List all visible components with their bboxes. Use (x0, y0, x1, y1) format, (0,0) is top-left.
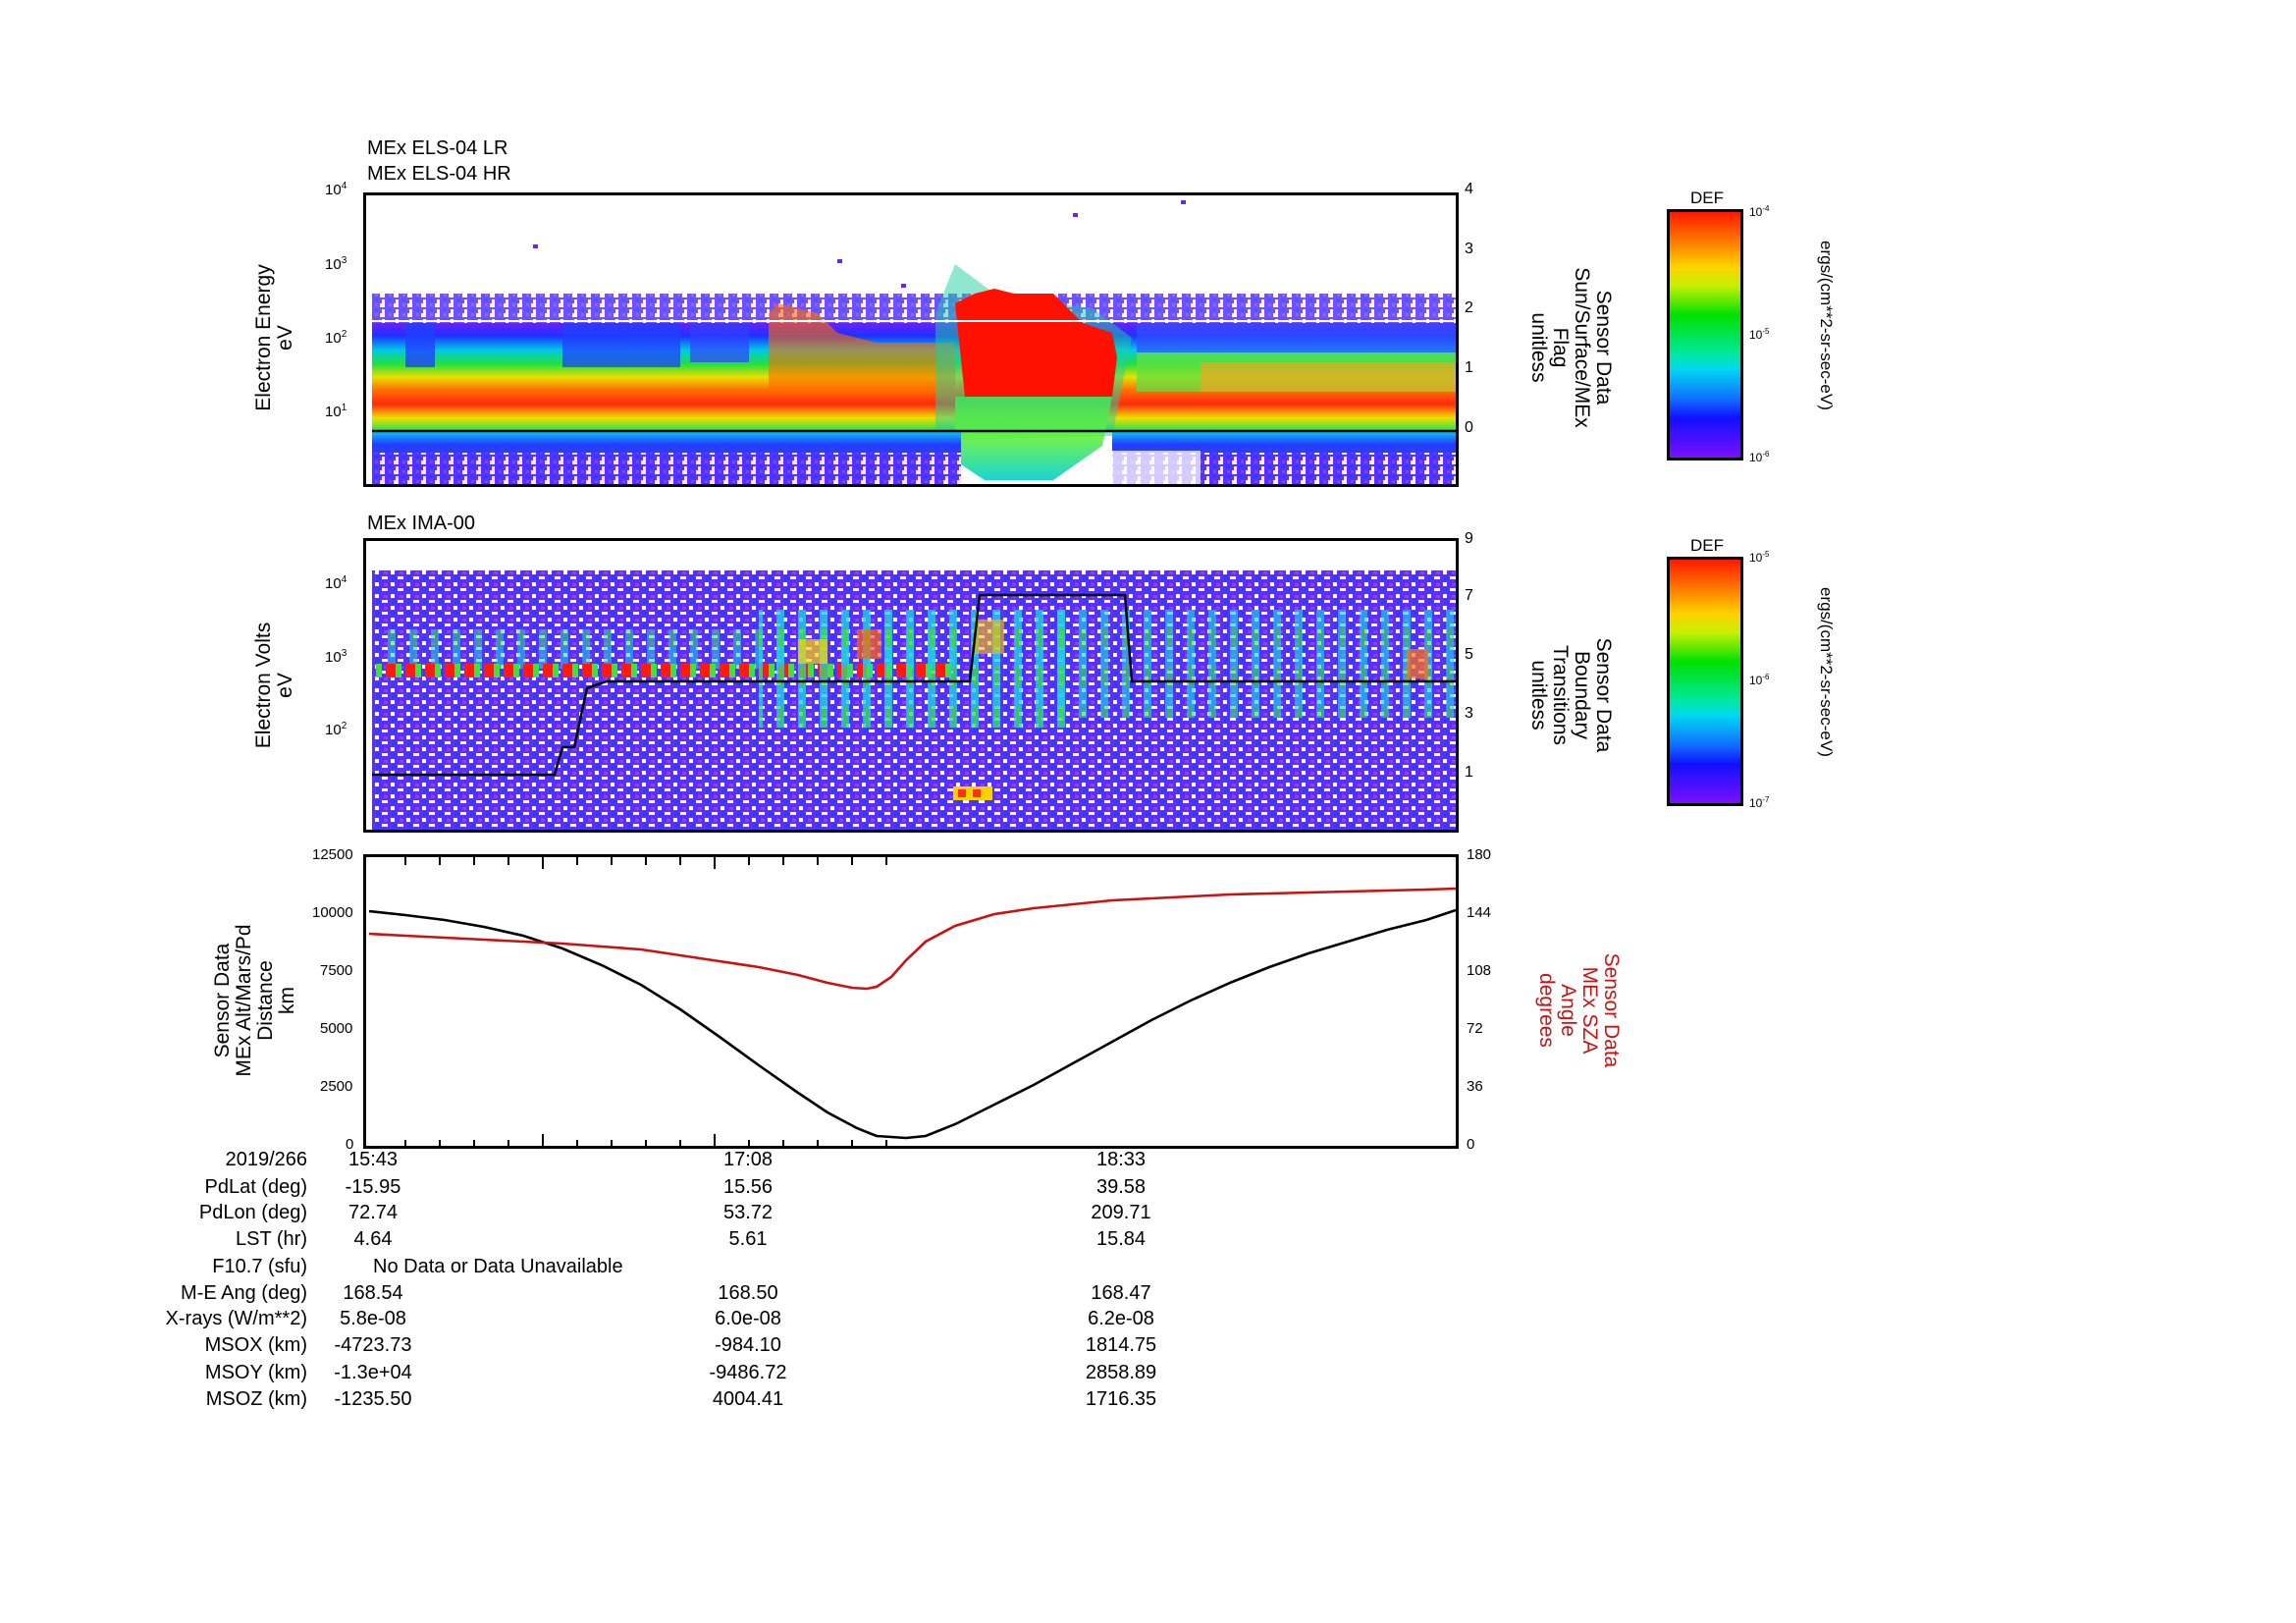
orbit-ytick: 12500 (312, 846, 353, 863)
colorbar2-title: DEF (1690, 536, 1724, 555)
els-ytick-1e2: 102 (325, 329, 347, 347)
ephemeris-value: 1716.35 (1085, 1388, 1157, 1410)
ephemeris-value: 168.50 (718, 1282, 778, 1304)
ephemeris-label: X-rays (W/m**2) (165, 1308, 307, 1329)
ima-rtick: 5 (1465, 646, 1473, 663)
ephemeris-value: -984.10 (715, 1334, 781, 1356)
ephemeris-value: 6.0e-08 (715, 1308, 781, 1329)
ephemeris-value: 5.8e-08 (340, 1308, 406, 1329)
ephemeris-label: F10.7 (sfu) (212, 1256, 307, 1277)
colorbar1 (1667, 209, 1743, 460)
ephemeris-label: PdLon (deg) (198, 1202, 307, 1223)
orbit-ytick: 10000 (312, 904, 353, 921)
colorbar2 (1667, 557, 1743, 806)
altitude-line-main (368, 908, 1456, 1140)
els-rtick: 2 (1465, 299, 1473, 316)
ephemeris-label: 2019/266 (225, 1149, 307, 1170)
els-spectrogram-image (372, 200, 1456, 484)
ephemeris-value: 2858.89 (1085, 1362, 1157, 1383)
ima-spectrogram-image (372, 547, 1456, 830)
ephemeris-value: 72.74 (347, 1202, 399, 1223)
ephemeris-value: 168.54 (343, 1282, 403, 1304)
ephemeris-label: M-E Ang (deg) (181, 1282, 307, 1304)
colorbar1-title: DEF (1690, 189, 1724, 207)
ima-right-label: Sensor Data Boundary Transitions unitless (1527, 637, 1615, 753)
ephemeris-nodata: No Data or Data Unavailable (373, 1256, 623, 1277)
ephemeris-label: PdLat (deg) (204, 1176, 307, 1198)
orbit-line-chart (363, 854, 1459, 1149)
orbit-ytick: 5000 (320, 1020, 353, 1037)
els-rtick: 4 (1465, 181, 1473, 197)
orbit-rtick: 108 (1467, 962, 1492, 979)
colorbar2-mid: 10-6 (1749, 673, 1770, 687)
ephemeris-value: -9486.72 (709, 1362, 787, 1383)
ima-rtick: 7 (1465, 587, 1473, 604)
ephemeris-value: 168.47 (1091, 1282, 1151, 1304)
ephemeris-value: 5.61 (728, 1228, 768, 1250)
ephemeris-value: -1.3e+04 (334, 1362, 412, 1383)
colorbar2-unit: ergs/(cm**2-sr-sec-eV) (1817, 587, 1836, 757)
colorbar1-top: 10-4 (1749, 204, 1770, 219)
ephemeris-value: 1814.75 (1085, 1334, 1157, 1356)
ima-ytick-1e4: 104 (325, 574, 347, 592)
els-title-hr: MEx ELS-04 HR (367, 163, 511, 185)
ephemeris-value: 4004.41 (712, 1388, 784, 1410)
orbit-ytick: 0 (346, 1136, 354, 1153)
ephemeris-value: 15.84 (1095, 1228, 1147, 1250)
ephemeris-value: 17:08 (722, 1149, 774, 1170)
colorbar1-bottom: 10-6 (1749, 450, 1770, 464)
ephemeris-label: LST (hr) (236, 1228, 307, 1250)
els-spectrogram (363, 192, 1459, 487)
els-rtick: 0 (1465, 419, 1473, 436)
ima-rtick: 9 (1465, 530, 1473, 547)
colorbar1-unit: ergs/(cm**2-sr-sec-eV) (1817, 241, 1836, 410)
els-ytick-1e1: 101 (325, 403, 347, 420)
colorbar2-bottom: 10-7 (1749, 795, 1770, 810)
ima-ytick-1e3: 103 (325, 648, 347, 666)
sza-line (368, 887, 1456, 991)
ephemeris-value: 18:33 (1095, 1149, 1147, 1170)
orbit-ytick: 2500 (320, 1078, 353, 1095)
orbit-line-plot (368, 857, 1456, 1146)
ima-ytick-1e2: 102 (325, 721, 347, 738)
els-right-label: Sensor Data Sun/Surface/MEx Flag unitless (1527, 267, 1615, 428)
ima-title: MEx IMA-00 (367, 513, 476, 534)
ephemeris-value: -4723.73 (334, 1334, 412, 1356)
colorbar2-top: 10-5 (1749, 550, 1770, 565)
ephemeris-value: -1235.50 (334, 1388, 412, 1410)
ephemeris-label: MSOX (km) (204, 1334, 307, 1356)
orbit-rtick: 0 (1467, 1136, 1475, 1153)
orbit-ytick: 7500 (320, 962, 353, 979)
orbit-rtick: 72 (1467, 1020, 1483, 1037)
els-ylabel: Electron Energy eV (252, 264, 296, 411)
ephemeris-value: 39.58 (1095, 1176, 1147, 1198)
els-rtick: 3 (1465, 241, 1473, 257)
ephemeris-value: 209.71 (1091, 1202, 1151, 1223)
ephemeris-value: 4.64 (353, 1228, 393, 1250)
boundary-line (372, 593, 1456, 777)
ima-spectrogram (363, 538, 1459, 833)
ephemeris-value: 53.72 (722, 1202, 774, 1223)
ima-rtick: 3 (1465, 705, 1473, 722)
colorbar1-mid: 10-5 (1749, 327, 1770, 342)
els-ytick-1e3: 103 (325, 255, 347, 273)
orbit-rtick: 144 (1467, 904, 1492, 921)
orbit-rtick: 180 (1467, 846, 1492, 863)
ephemeris-value: -15.95 (345, 1176, 401, 1198)
els-rtick: 1 (1465, 359, 1473, 376)
ephemeris-value: 15.56 (722, 1176, 774, 1198)
orbit-ylabel: Sensor Data MEx Alt/Mars/Pd Distance km (211, 924, 298, 1077)
ephemeris-label: MSOZ (km) (205, 1388, 307, 1410)
ima-ylabel: Electron Volts eV (252, 622, 296, 749)
orbit-rtick: 36 (1467, 1078, 1483, 1095)
ephemeris-value: 15:43 (347, 1149, 399, 1170)
ima-rtick: 1 (1465, 764, 1473, 781)
ephemeris-label: MSOY (km) (204, 1362, 307, 1383)
orbit-right-label: Sensor Data MEx SZA Angle degrees (1535, 952, 1623, 1068)
els-ytick-1e4: 104 (325, 181, 347, 198)
els-title-lr: MEx ELS-04 LR (367, 137, 508, 159)
ephemeris-value: 6.2e-08 (1088, 1308, 1154, 1329)
